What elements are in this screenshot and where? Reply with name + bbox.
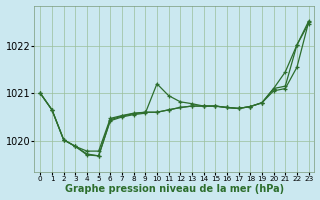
X-axis label: Graphe pression niveau de la mer (hPa): Graphe pression niveau de la mer (hPa) [65,184,284,194]
